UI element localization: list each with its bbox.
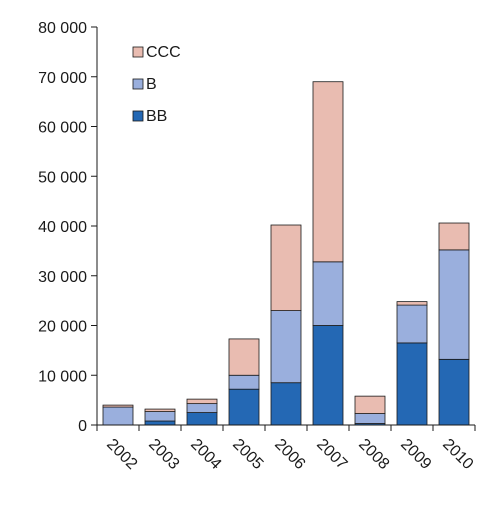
legend-label-ccc: CCC	[146, 44, 181, 61]
x-tick-label-2005: 2005	[229, 436, 266, 473]
bar-bb-2004	[186, 412, 218, 426]
x-tick-label-2003: 2003	[145, 436, 182, 473]
x-tick-label-2008: 2008	[355, 436, 392, 473]
y-tick-label-80000: 80 000	[38, 20, 87, 37]
bar-bb-2003	[144, 420, 176, 426]
x-tick-label-2009: 2009	[397, 436, 434, 473]
y-tick-label-10000: 10 000	[38, 368, 87, 385]
x-tick-label-2007: 2007	[313, 436, 350, 473]
y-tick-label-30000: 30 000	[38, 269, 87, 286]
bar-ccc-2002	[102, 404, 134, 408]
x-tick-label-2010: 2010	[439, 436, 476, 473]
bar-b-2002	[102, 406, 134, 426]
bar-b-2006	[270, 310, 302, 384]
y-tick-label-50000: 50 000	[38, 169, 87, 186]
bar-ccc-2010	[438, 222, 470, 251]
bar-b-2007	[312, 261, 344, 326]
bar-ccc-2003	[144, 408, 176, 412]
bar-bb-2006	[270, 382, 302, 426]
y-tick-label-0: 0	[78, 418, 87, 435]
x-tick-label-2002: 2002	[103, 436, 140, 473]
bar-b-2004	[186, 403, 218, 413]
bar-ccc-2007	[312, 81, 344, 263]
legend-swatch-ccc	[132, 46, 144, 58]
bar-bb-2009	[396, 342, 428, 426]
y-tick-label-60000: 60 000	[38, 120, 87, 137]
bars-layer	[102, 81, 470, 426]
bar-ccc-2004	[186, 398, 218, 405]
y-tick-label-40000: 40 000	[38, 219, 87, 236]
bar-b-2003	[144, 411, 176, 422]
bar-bb-2010	[438, 358, 470, 426]
y-tick-label-70000: 70 000	[38, 70, 87, 87]
bar-b-2009	[396, 304, 428, 344]
bar-ccc-2008	[354, 395, 386, 414]
bar-ccc-2009	[396, 301, 428, 306]
y-tick-label-20000: 20 000	[38, 319, 87, 336]
legend-swatch-bb	[132, 110, 144, 122]
x-tick-label-2006: 2006	[271, 436, 308, 473]
bar-ccc-2005	[228, 338, 260, 376]
bar-b-2005	[228, 374, 260, 390]
bar-bb-2007	[312, 325, 344, 426]
legend-swatch-b	[132, 78, 144, 90]
bar-b-2008	[354, 413, 386, 424]
bar-b-2010	[438, 249, 470, 360]
legend-label-b: B	[146, 76, 157, 93]
bar-ccc-2006	[270, 224, 302, 311]
x-tick-label-2004: 2004	[187, 436, 224, 473]
bar-bb-2005	[228, 388, 260, 426]
legend-label-bb: BB	[146, 108, 167, 125]
